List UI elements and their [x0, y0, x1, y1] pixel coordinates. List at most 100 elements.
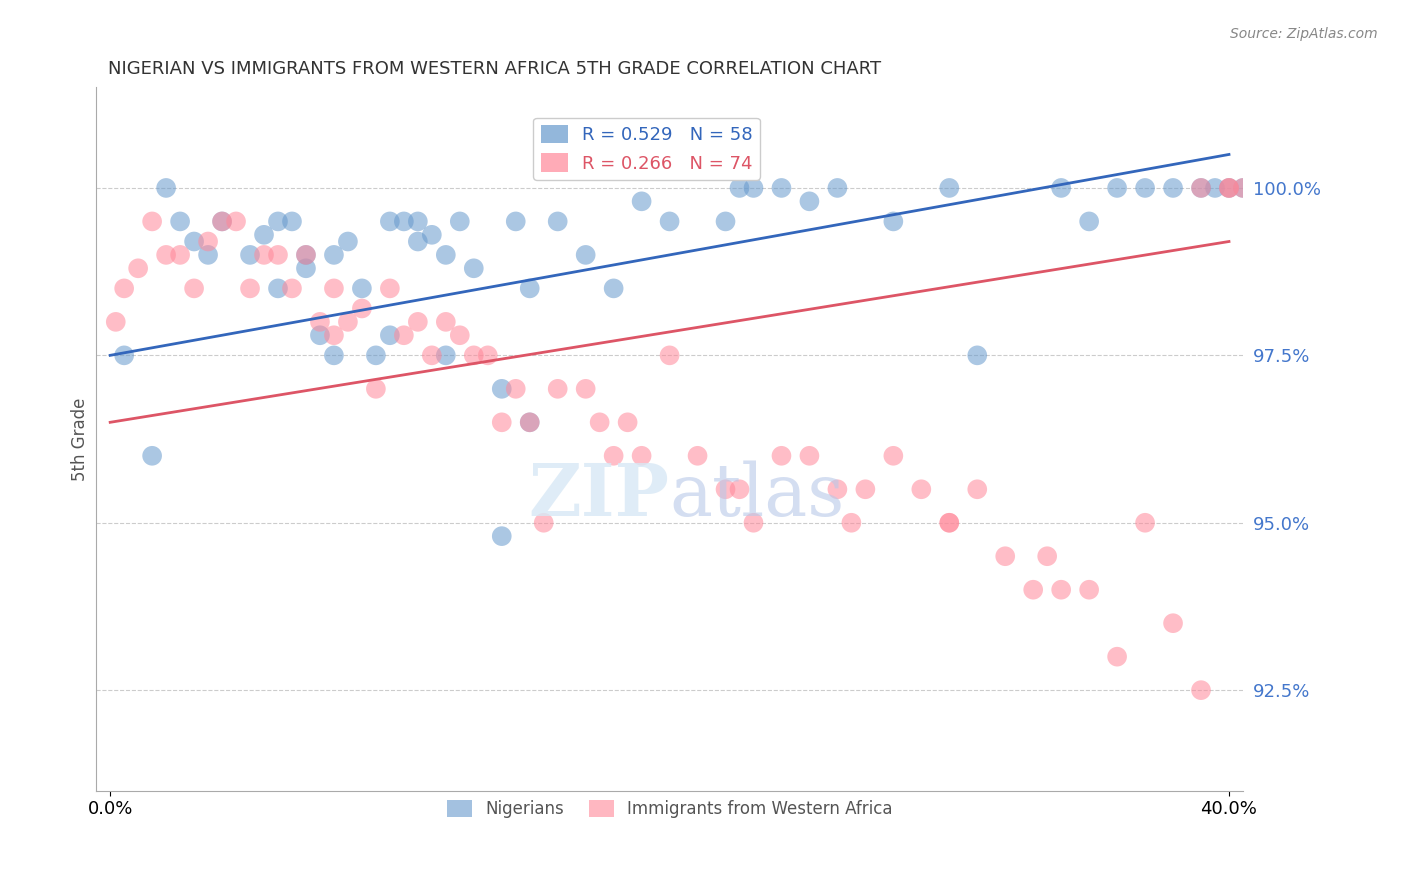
Text: atlas: atlas [669, 460, 845, 531]
Point [406, 315, 429, 329]
Point [1050, 181, 1073, 195]
Point [477, 348, 499, 362]
Point [547, 382, 569, 396]
Point [799, 449, 821, 463]
Point [1189, 181, 1212, 195]
Point [853, 483, 876, 497]
Point [588, 415, 610, 429]
Point [406, 214, 429, 228]
Point [392, 214, 415, 228]
Point [378, 328, 401, 343]
Point [1385, 181, 1406, 195]
Point [155, 248, 177, 262]
Point [658, 348, 681, 362]
Point [211, 214, 233, 228]
Point [1161, 181, 1184, 195]
Point [112, 281, 135, 295]
Point [104, 315, 127, 329]
Point [183, 235, 205, 249]
Point [155, 181, 177, 195]
Point [602, 449, 624, 463]
Point [1358, 181, 1381, 195]
Point [1189, 181, 1212, 195]
Point [799, 194, 821, 209]
Point [491, 382, 513, 396]
Point [1189, 683, 1212, 698]
Point [938, 516, 960, 530]
Point [519, 415, 541, 429]
Point [505, 382, 527, 396]
Point [505, 214, 527, 228]
Text: Source: ZipAtlas.com: Source: ZipAtlas.com [1230, 27, 1378, 41]
Point [1218, 181, 1240, 195]
Point [225, 214, 247, 228]
Point [183, 281, 205, 295]
Point [267, 214, 290, 228]
Point [742, 181, 765, 195]
Point [686, 449, 709, 463]
Point [336, 315, 359, 329]
Point [616, 415, 638, 429]
Point [575, 248, 598, 262]
Point [127, 261, 149, 276]
Point [197, 235, 219, 249]
Point [827, 181, 849, 195]
Point [910, 483, 932, 497]
Text: NIGERIAN VS IMMIGRANTS FROM WESTERN AFRICA 5TH GRADE CORRELATION CHART: NIGERIAN VS IMMIGRANTS FROM WESTERN AFRI… [108, 60, 880, 78]
Point [449, 214, 471, 228]
Point [1036, 549, 1059, 564]
Point [728, 181, 751, 195]
Point [197, 248, 219, 262]
Point [938, 516, 960, 530]
Point [309, 315, 332, 329]
Point [169, 214, 191, 228]
Point [1107, 649, 1129, 664]
Point [336, 235, 359, 249]
Point [141, 449, 163, 463]
Point [449, 328, 471, 343]
Point [463, 261, 485, 276]
Point [519, 415, 541, 429]
Legend: Nigerians, Immigrants from Western Africa: Nigerians, Immigrants from Western Afric… [440, 793, 900, 824]
Point [1246, 181, 1268, 195]
Point [1204, 181, 1226, 195]
Point [994, 549, 1017, 564]
Point [841, 516, 863, 530]
Point [323, 328, 346, 343]
Point [1133, 181, 1156, 195]
Point [1260, 181, 1282, 195]
Point [141, 214, 163, 228]
Point [658, 214, 681, 228]
Point [295, 248, 318, 262]
Point [434, 315, 457, 329]
Point [770, 181, 793, 195]
Point [378, 214, 401, 228]
Point [267, 281, 290, 295]
Point [938, 181, 960, 195]
Point [253, 227, 276, 242]
Point [602, 281, 624, 295]
Point [770, 449, 793, 463]
Point [547, 214, 569, 228]
Point [1302, 181, 1324, 195]
Point [491, 415, 513, 429]
Point [966, 348, 988, 362]
Point [323, 348, 346, 362]
Point [519, 281, 541, 295]
Point [253, 248, 276, 262]
Point [112, 348, 135, 362]
Point [267, 248, 290, 262]
Point [420, 227, 443, 242]
Point [420, 348, 443, 362]
Point [281, 214, 304, 228]
Point [1218, 181, 1240, 195]
Point [1232, 181, 1254, 195]
Point [533, 516, 555, 530]
Point [392, 328, 415, 343]
Point [309, 328, 332, 343]
Point [630, 194, 652, 209]
Point [714, 214, 737, 228]
Point [728, 483, 751, 497]
Point [434, 248, 457, 262]
Point [882, 449, 904, 463]
